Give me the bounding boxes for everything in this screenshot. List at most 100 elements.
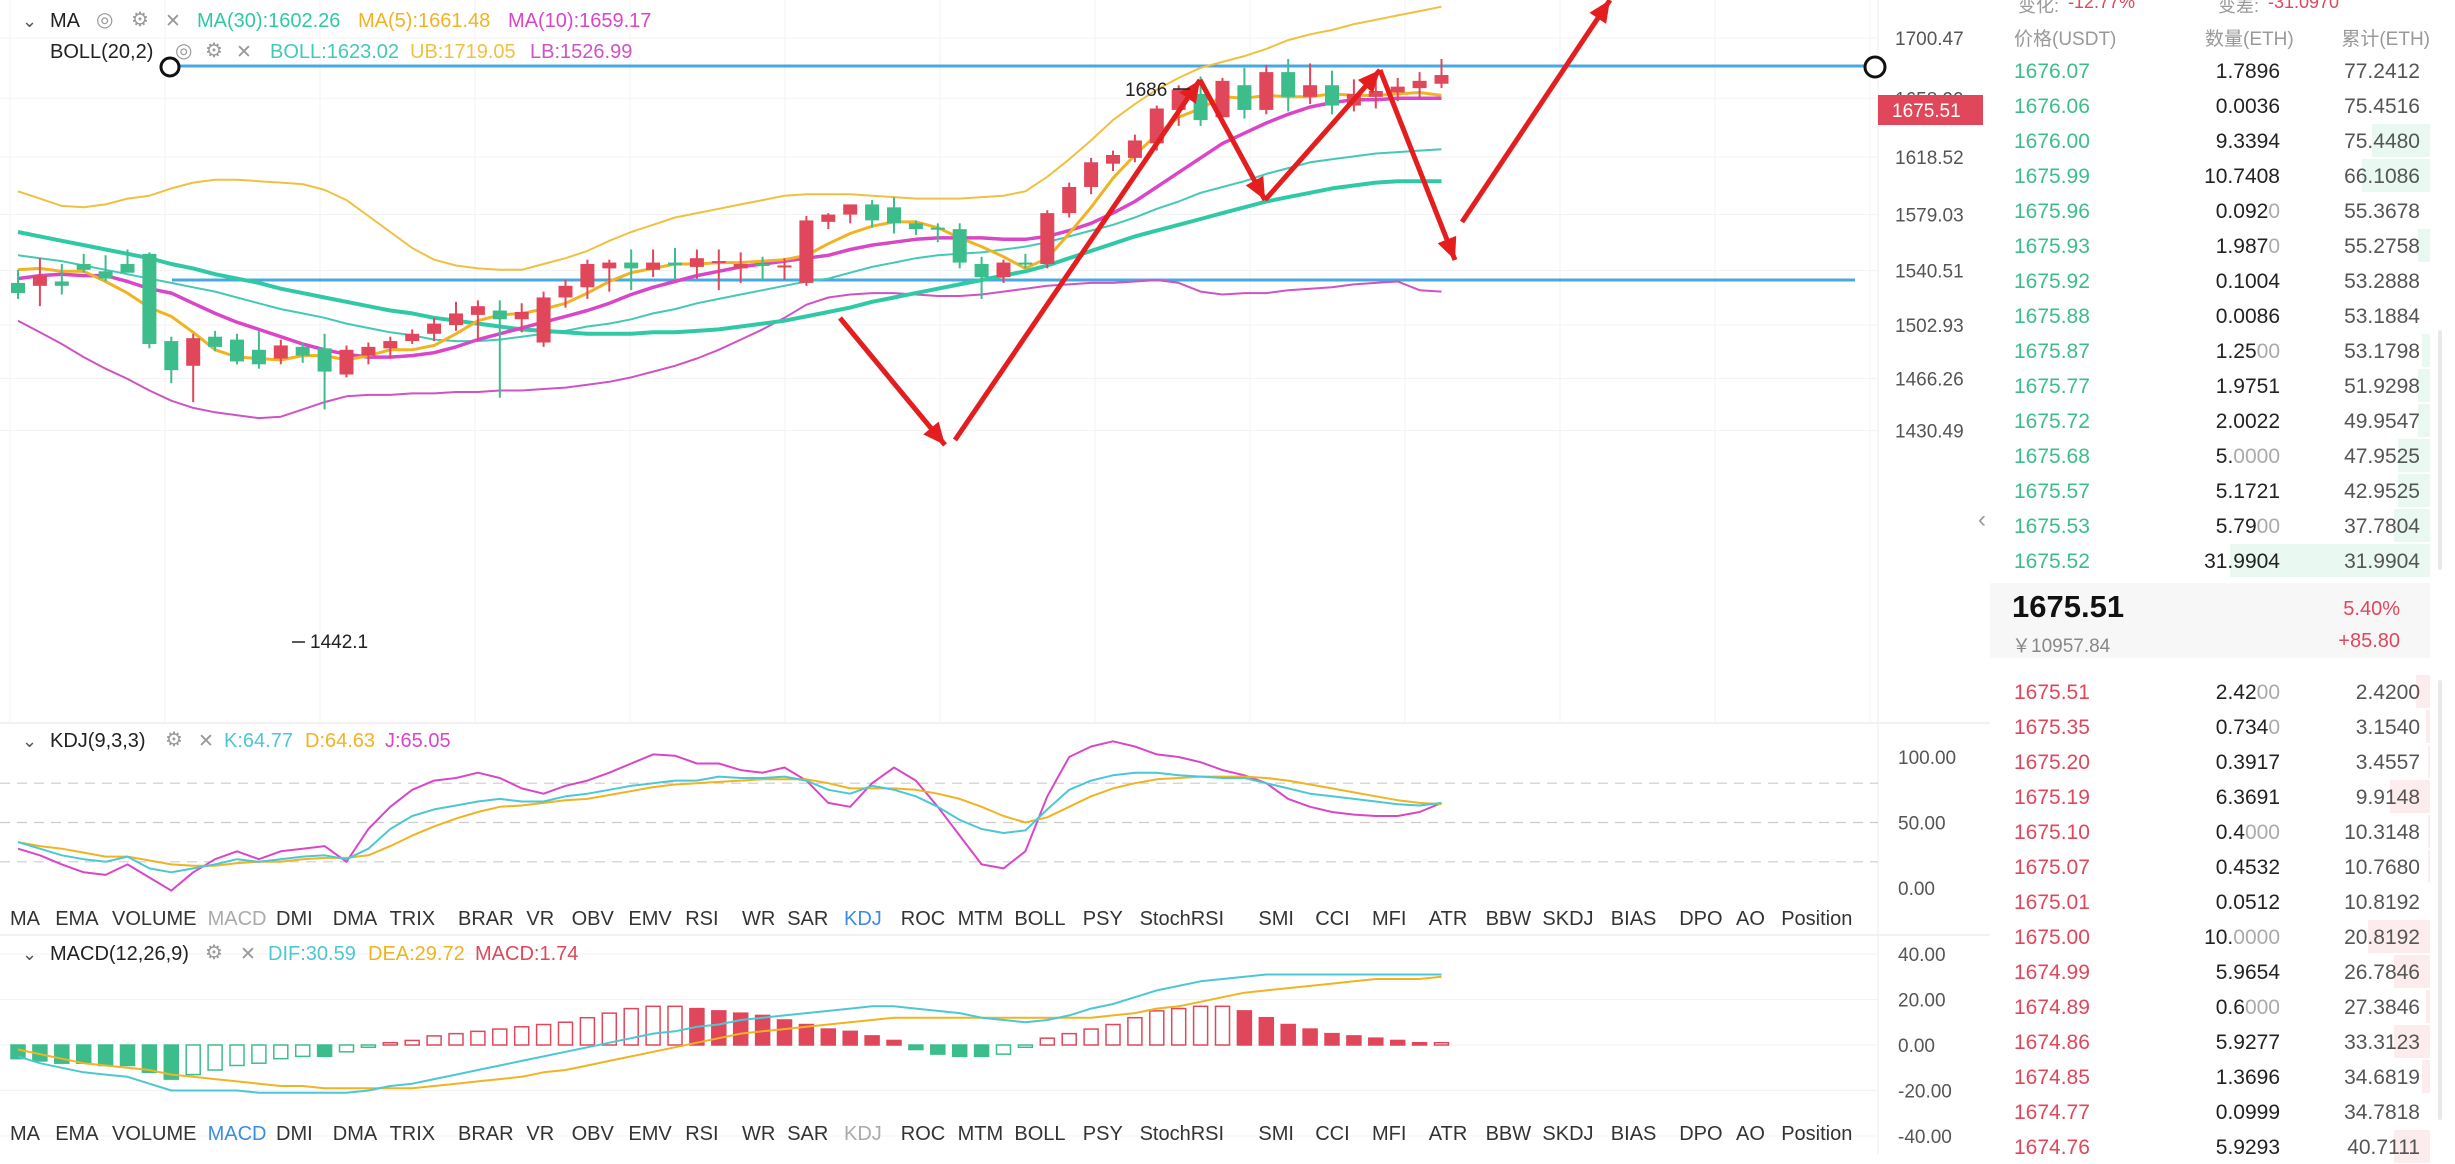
orderbook-row[interactable]: 1676.00 9.3394 75.4480 [1990,123,2430,158]
orderbook-row[interactable]: 1675.19 6.3691 9.9148 [1990,779,2430,814]
orderbook-row[interactable]: 1674.86 5.9277 33.3123 [1990,1024,2430,1059]
orderbook-row[interactable]: 1674.99 5.9654 26.7846 [1990,954,2430,989]
candle-body[interactable] [799,220,814,283]
indicator-tab-dma[interactable]: DMA [333,1123,378,1145]
indicator-tab-ao[interactable]: AO [1736,908,1765,930]
candle-body[interactable] [1412,80,1427,89]
candle-body[interactable] [1193,93,1208,121]
candle-body[interactable] [492,310,507,320]
orderbook-row[interactable]: 1675.57 5.1721 42.9525 [1990,473,2430,508]
panel-collapse-icon[interactable]: ‹ [1978,506,1986,533]
candle-body[interactable] [996,262,1011,278]
indicator-tab-psy[interactable]: PSY [1083,908,1123,930]
candle-body[interactable] [361,346,376,356]
orderbook-row[interactable]: 1674.77 0.0999 34.7818 [1990,1094,2430,1129]
candle-body[interactable] [317,348,332,372]
indicator-tab-cci[interactable]: CCI [1315,1123,1349,1145]
indicator-tab-bbw[interactable]: BBW [1486,1123,1532,1145]
annotation-arrow-down-3[interactable] [1377,69,1458,261]
orderbook-row[interactable]: 1674.76 5.9293 40.7111 [1990,1129,2430,1164]
candle-body[interactable] [54,281,69,286]
candle-body[interactable] [930,227,945,230]
indicator-tab-vr[interactable]: VR [526,908,554,930]
candle-body[interactable] [536,297,551,343]
candle-body[interactable] [514,311,529,320]
orderbook-row[interactable]: 1675.92 0.1004 53.2888 [1990,263,2430,298]
candle-body[interactable] [908,223,923,230]
orderbook-row[interactable]: 1675.87 1.2500 53.1798 [1990,333,2430,368]
line-handle-left[interactable] [159,56,181,78]
indicator-tab-wr[interactable]: WR [742,908,775,930]
candle-body[interactable] [580,264,595,288]
indicator-tab-dmi[interactable]: DMI [276,908,313,930]
orderbook-row[interactable]: 1675.68 5.0000 47.9525 [1990,438,2430,473]
settings-icon[interactable]: ⚙ [205,40,223,62]
candle-body[interactable] [383,341,398,349]
candle-body[interactable] [405,333,420,342]
indicator-tab-atr[interactable]: ATR [1429,908,1468,930]
indicator-tab-ma[interactable]: MA [10,1123,41,1145]
indicator-tab-macd[interactable]: MACD [208,908,267,930]
orderbook-row[interactable]: 1674.85 1.3696 34.6819 [1990,1059,2430,1094]
indicator-tab-bbw[interactable]: BBW [1486,908,1532,930]
candle-body[interactable] [733,264,748,269]
indicator-tab-skdj[interactable]: SKDJ [1542,908,1593,930]
indicator-tab-bias[interactable]: BIAS [1611,1123,1657,1145]
settings-icon[interactable]: ⚙ [165,729,183,751]
candle-body[interactable] [76,264,91,270]
indicator-tab-sar[interactable]: SAR [787,908,828,930]
candle-body[interactable] [295,346,310,356]
close-icon[interactable]: ✕ [236,42,252,63]
candle-body[interactable] [821,214,836,222]
orderbook-row[interactable]: 1675.52 31.9904 31.9904 [1990,543,2430,578]
candle-body[interactable] [689,258,704,267]
candle-body[interactable] [186,338,201,366]
indicator-tab-vr[interactable]: VR [526,1123,554,1145]
candle-body[interactable] [230,339,244,362]
indicator-tab-cci[interactable]: CCI [1315,908,1349,930]
price-chart[interactable]: 1700.471658.991618.521579.031540.511502.… [0,0,1990,1154]
indicator-tab-dpo[interactable]: DPO [1679,908,1722,930]
orderbook-row[interactable]: 1675.20 0.3917 3.4557 [1990,744,2430,779]
orderbook-row[interactable]: 1675.88 0.0086 53.1884 [1990,298,2430,333]
candle-body[interactable] [777,265,792,268]
candle-body[interactable] [1084,162,1099,187]
indicator-tab-trix[interactable]: TRIX [390,908,436,930]
orderbook-row[interactable]: 1675.35 0.7340 3.1540 [1990,709,2430,744]
orderbook-row[interactable]: 1675.07 0.4532 10.7680 [1990,849,2430,884]
indicator-tab-macd[interactable]: MACD [208,1123,267,1145]
indicator-tab-boll[interactable]: BOLL [1014,908,1065,930]
indicator-tab-brar[interactable]: BRAR [458,908,514,930]
line-handle-right[interactable] [1863,55,1887,79]
candle-body[interactable] [1106,154,1120,164]
candle-body[interactable] [1325,85,1339,106]
annotation-arrow-down-1[interactable] [838,316,947,447]
candle-body[interactable] [142,253,157,344]
eye-icon[interactable]: ◎ [175,40,192,62]
close-icon[interactable]: ✕ [240,944,256,965]
indicator-tab-mtm[interactable]: MTM [958,1123,1004,1145]
candle-body[interactable] [427,323,442,334]
candle-body[interactable] [120,264,135,273]
indicator-tab-roc[interactable]: ROC [901,908,945,930]
candle-body[interactable] [98,271,113,279]
indicator-tab-trix[interactable]: TRIX [390,1123,436,1145]
candle-body[interactable] [1368,91,1383,97]
indicator-tab-dmi[interactable]: DMI [276,1123,313,1145]
annotation-arrow-up-2[interactable] [1263,68,1382,202]
candle-body[interactable] [887,207,901,224]
candle-body[interactable] [1259,72,1274,110]
annotation-arrow-up-1[interactable] [952,78,1203,442]
candle-body[interactable] [755,264,770,267]
candle-body[interactable] [974,264,989,278]
orderbook-row[interactable]: 1675.77 1.9751 51.9298 [1990,368,2430,403]
indicator-tab-rsi[interactable]: RSI [685,908,718,930]
indicator-tab-ema[interactable]: EMA [55,1123,99,1145]
candle-body[interactable] [1215,80,1230,118]
candle-body[interactable] [1303,85,1318,97]
indicator-tab-stochrsi[interactable]: StochRSI [1140,908,1224,930]
candle-body[interactable] [339,349,354,375]
indicator-tab-ema[interactable]: EMA [55,908,99,930]
close-icon[interactable]: ✕ [165,11,181,32]
candle-body[interactable] [558,285,573,298]
